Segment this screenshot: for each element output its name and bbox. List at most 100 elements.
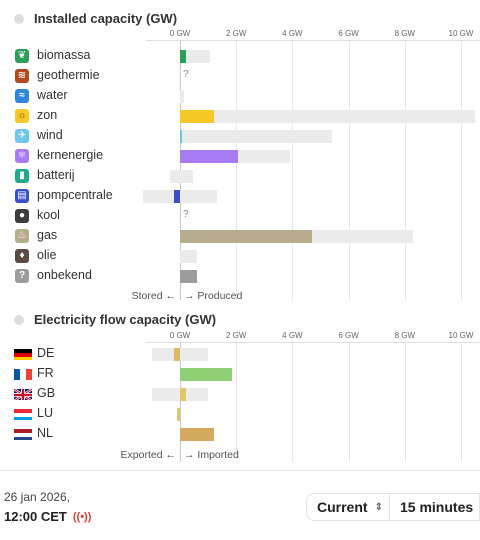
capacity-row-label-zon: zon — [37, 108, 58, 122]
flow-positive-label: → Imported — [184, 449, 239, 461]
mode-select[interactable]: Current ⇕ — [306, 493, 390, 521]
capacity-row-label-olie: olie — [37, 248, 57, 262]
coal-icon: ● — [15, 209, 29, 223]
flow-capacity-bar-de — [151, 347, 209, 361]
capacity-section-dot — [14, 13, 24, 24]
gas-icon: ♨ — [15, 229, 29, 243]
capacity-positive-label: → Produced — [184, 290, 243, 302]
capacity-row-label-pompcentrale: pompcentrale — [37, 188, 113, 202]
flow-row-label-lu: LU — [37, 406, 53, 420]
flow-zero-line — [180, 343, 181, 462]
capacity-row-label-onbekend: onbekend — [37, 268, 92, 282]
flow-grid-line — [404, 343, 406, 462]
capacity-tick-label: 10 GW — [448, 29, 474, 38]
capacity-value-bar-onbekend[interactable] — [180, 269, 197, 283]
capacity-row-label-wind: wind — [37, 128, 63, 142]
capacity-grid-line — [348, 41, 350, 300]
capacity-unknown-marker-kool: ? — [183, 209, 189, 220]
capacity-capacity-bar-zon — [180, 109, 476, 123]
flow-value-bar-de[interactable] — [174, 347, 180, 361]
geothermal-icon: ≋ — [15, 69, 29, 83]
capacity-tick-label: 4 GW — [282, 29, 303, 38]
flow-grid-line — [348, 343, 350, 462]
capacity-value-bar-pompcentrale[interactable] — [174, 189, 180, 203]
flow-section-title: Electricity flow capacity (GW) — [14, 312, 216, 327]
flow-tick-label: 0 GW — [169, 331, 191, 340]
capacity-value-bar-biomassa[interactable] — [180, 49, 186, 63]
capacity-value-bar-gas[interactable] — [180, 229, 313, 243]
interval-select[interactable]: 15 minutes — [389, 493, 480, 521]
flow-tick-label: 6 GW — [338, 331, 359, 340]
capacity-title-text: Installed capacity (GW) — [34, 11, 178, 26]
chart-area: Installed capacity (GW) 0 GW 2 GW 4 GW 6 GW 8… — [14, 11, 480, 462]
capacity-row-label-gas: gas — [37, 228, 58, 242]
capacity-grid-line — [404, 41, 406, 300]
capacity-tick-label: 2 GW — [225, 29, 247, 38]
flow-grid-line — [236, 343, 238, 462]
capacity-unknown-marker-geothermie: ? — [183, 69, 189, 80]
capacity-capacity-bar-pompcentrale — [143, 189, 217, 203]
capacity-row-label-geothermie: geothermie — [37, 68, 100, 82]
flow-section-dot — [14, 314, 24, 325]
mode-select-value: Current — [317, 499, 368, 515]
capacity-value-bar-wind[interactable] — [180, 129, 182, 143]
flag-gb-icon — [14, 388, 32, 400]
flow-axis-line — [146, 342, 480, 343]
capacity-capacity-bar-water — [180, 89, 185, 103]
solar-icon: ☼ — [15, 109, 29, 123]
capacity-grid-line — [236, 41, 238, 300]
flow-row-label-nl: NL — [37, 426, 53, 440]
flow-value-bar-nl[interactable] — [180, 427, 214, 441]
capacity-value-bar-zon[interactable] — [180, 109, 214, 123]
flow-tick-label: 2 GW — [225, 331, 247, 340]
time-text: 12:00 CET — [4, 509, 67, 524]
capacity-row-label-biomassa: biomassa — [37, 48, 91, 62]
capacity-section-title: Installed capacity (GW) — [14, 11, 177, 26]
flag-fr-icon — [14, 368, 32, 380]
oil-icon: ♦ — [15, 249, 29, 263]
flow-value-bar-fr[interactable] — [180, 367, 232, 381]
battery-icon: ▮ — [15, 169, 29, 183]
capacity-capacity-bar-wind — [180, 129, 332, 143]
pumped-storage-icon: ▤ — [15, 189, 29, 203]
capacity-row-label-water: water — [37, 88, 68, 102]
capacity-negative-label: Stored ← — [131, 290, 176, 302]
capacity-row-label-kool: kool — [37, 208, 60, 222]
capacity-tick-label: 8 GW — [394, 29, 416, 38]
flow-negative-label: Exported ← — [120, 449, 176, 461]
flag-nl-icon — [14, 428, 32, 440]
flow-capacity-bar-gb — [151, 387, 209, 401]
footer-divider — [0, 470, 480, 471]
wind-icon: ✈ — [15, 129, 29, 143]
capacity-row-label-kernenergie: kernenergie — [37, 148, 104, 162]
biomass-icon: ❦ — [15, 49, 29, 63]
capacity-capacity-bar-batterij — [170, 169, 193, 183]
flow-value-bar-lu[interactable] — [177, 407, 180, 421]
capacity-grid-line — [461, 41, 462, 300]
flow-value-bar-gb[interactable] — [180, 387, 186, 401]
flow-grid-line — [292, 343, 294, 462]
capacity-grid-line — [292, 41, 294, 300]
flow-tick-label: 4 GW — [282, 331, 303, 340]
capacity-value-bar-kernenergie[interactable] — [180, 149, 238, 163]
flow-row-label-gb: GB — [37, 386, 56, 400]
date-label: 26 jan 2026, — [4, 490, 71, 504]
capacity-capacity-bar-olie — [180, 249, 197, 263]
flag-de-icon — [14, 348, 32, 360]
live-broadcast-icon[interactable]: ((•)) — [72, 510, 92, 523]
flow-row-label-de: DE — [37, 346, 55, 360]
capacity-capacity-bar-biomassa — [180, 49, 210, 63]
capacity-row-label-batterij: batterij — [37, 168, 75, 182]
interval-select-value: 15 minutes — [400, 499, 474, 515]
unknown-icon: ? — [15, 269, 29, 283]
flag-lu-icon — [14, 408, 32, 420]
water-icon: ≈ — [15, 89, 29, 103]
flow-tick-label: 10 GW — [448, 331, 474, 340]
capacity-tick-label: 0 GW — [169, 29, 191, 38]
capacity-tick-label: 6 GW — [338, 29, 359, 38]
nuclear-icon: ⚛ — [15, 149, 29, 163]
time-label: 12:00 CET ((•)) — [4, 509, 91, 524]
flow-grid-line — [461, 343, 462, 462]
chevron-updown-icon: ⇕ — [374, 501, 383, 513]
flow-row-label-fr: FR — [37, 366, 54, 380]
